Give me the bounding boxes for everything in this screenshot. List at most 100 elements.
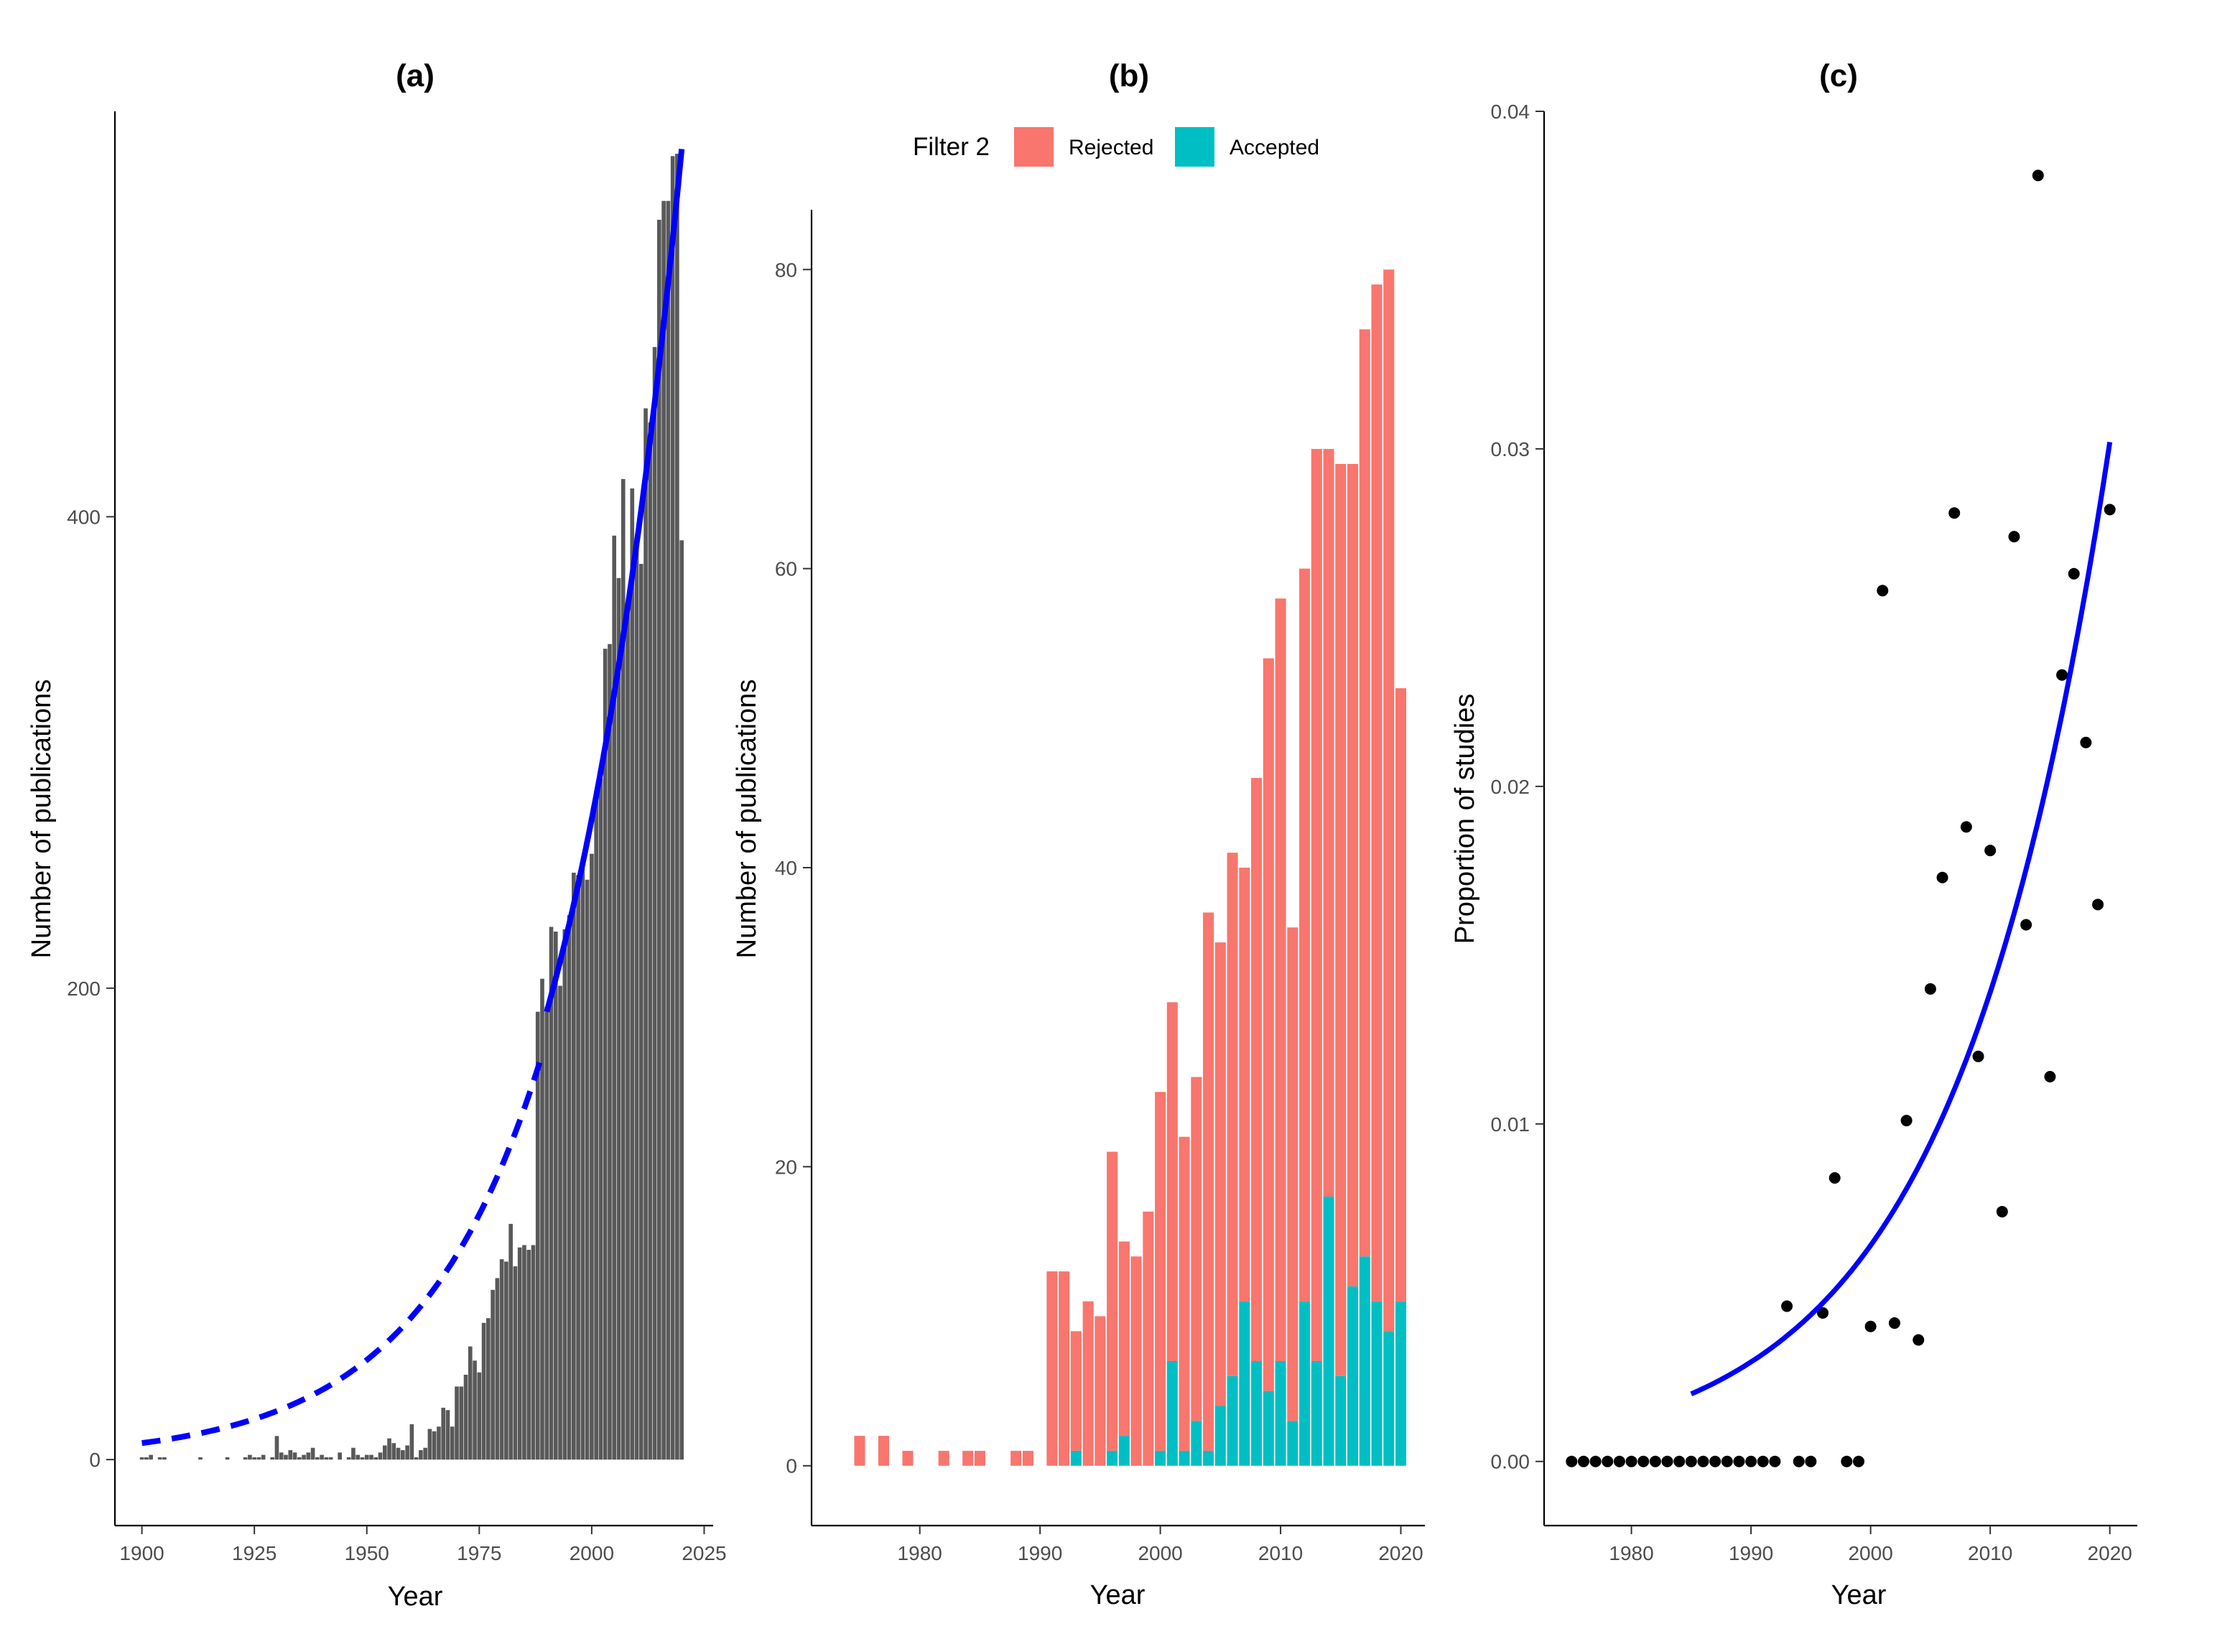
bar-accepted-2002 xyxy=(1179,1450,1190,1466)
bar-1993 xyxy=(558,985,562,1460)
bar-1902 xyxy=(149,1454,153,1460)
point-1992 xyxy=(1769,1455,1781,1467)
panel-b-x-tick-label-2000: 2000 xyxy=(1138,1542,1182,1564)
panel-a-y-tick-label-200: 200 xyxy=(67,978,101,1000)
bar-1972 xyxy=(463,1374,468,1460)
bar-1947 xyxy=(351,1447,356,1460)
bar-rejected-2013 xyxy=(1311,449,1322,1362)
point-2016 xyxy=(2056,669,2068,681)
bar-rejected-2017 xyxy=(1359,329,1370,1257)
bar-rejected-1977 xyxy=(878,1436,890,1466)
panel-c-y-axis-label: Proportion of studies xyxy=(1450,694,1480,945)
bar-rejected-2010 xyxy=(1275,598,1286,1361)
bar-2009 xyxy=(630,488,635,1460)
point-2004 xyxy=(1913,1334,1925,1346)
bar-rejected-2001 xyxy=(1166,1002,1178,1361)
panel-a-fit-curves xyxy=(141,149,685,1447)
bar-1987 xyxy=(531,1245,536,1460)
bar-2011 xyxy=(638,564,643,1460)
bar-1981 xyxy=(504,1261,508,1460)
bar-2015 xyxy=(657,219,661,1460)
bar-1956 xyxy=(391,1443,396,1460)
bar-1992 xyxy=(553,932,558,1460)
bar-1901 xyxy=(144,1457,149,1460)
legend-label-accepted: Accepted xyxy=(1230,136,1319,159)
panel-c-y-tick-label-0-00: 0.00 xyxy=(1491,1451,1530,1473)
bar-1958 xyxy=(401,1449,405,1460)
bar-1968 xyxy=(445,1410,450,1460)
bar-1996 xyxy=(572,872,576,1460)
bar-1974 xyxy=(473,1360,477,1460)
bar-accepted-2018 xyxy=(1371,1301,1383,1466)
panel-a: (a) 1900 1925 1950 1975 2000 2025 0 200 400 Yea… xyxy=(27,58,727,1612)
bar-1965 xyxy=(432,1431,437,1460)
point-1985 xyxy=(1685,1455,1697,1467)
bar-rejected-2018 xyxy=(1371,284,1383,1301)
panel-b-y-tick-label-60: 60 xyxy=(775,558,797,580)
point-2015 xyxy=(2044,1070,2056,1082)
panel-b-x-tick-label-2020: 2020 xyxy=(1378,1542,1423,1564)
bar-1934 xyxy=(292,1452,297,1460)
point-1978 xyxy=(1602,1455,1614,1467)
bar-rejected-2015 xyxy=(1335,463,1347,1376)
point-1979 xyxy=(1613,1455,1625,1467)
bar-1978 xyxy=(491,1289,495,1460)
bar-2006 xyxy=(616,577,621,1460)
panel-c-x-tick-label-2010: 2010 xyxy=(1968,1542,2012,1564)
bar-rejected-1996 xyxy=(1107,1151,1118,1451)
panel-c-fit-curve xyxy=(1690,441,2113,1396)
bar-1900 xyxy=(139,1457,144,1460)
bar-accepted-2012 xyxy=(1299,1301,1311,1466)
bar-1941 xyxy=(324,1457,329,1460)
panel-c-x-tick-label-2020: 2020 xyxy=(2088,1542,2132,1564)
bar-rejected-2000 xyxy=(1155,1092,1166,1451)
bar-1930 xyxy=(274,1436,279,1460)
bar-1954 xyxy=(382,1445,387,1460)
panel-c-x-tick-label-1980: 1980 xyxy=(1609,1542,1653,1564)
bar-rejected-2007 xyxy=(1239,868,1250,1301)
bar-accepted-1997 xyxy=(1118,1436,1130,1466)
point-1999 xyxy=(1852,1455,1864,1467)
bar-rejected-1975 xyxy=(854,1436,865,1466)
bar-rejected-1994 xyxy=(1082,1301,1094,1466)
point-1987 xyxy=(1709,1455,1721,1467)
bar-accepted-2005 xyxy=(1214,1406,1226,1466)
bar-1973 xyxy=(468,1346,473,1460)
point-1996 xyxy=(1817,1307,1829,1319)
bar-1988 xyxy=(535,1011,540,1460)
bar-accepted-2016 xyxy=(1347,1286,1359,1466)
bar-2020 xyxy=(679,540,684,1460)
bar-rejected-2003 xyxy=(1191,1077,1202,1421)
bar-accepted-2004 xyxy=(1203,1450,1214,1466)
point-2017 xyxy=(2068,567,2080,580)
point-1977 xyxy=(1589,1455,1602,1467)
bar-1923 xyxy=(243,1457,248,1460)
bar-rejected-1989 xyxy=(1022,1450,1033,1466)
panel-b-legend: Filter 2 Rejected Accepted xyxy=(913,127,1319,167)
point-2018 xyxy=(2080,736,2092,748)
legend-swatch-accepted xyxy=(1175,127,1214,167)
bar-rejected-2016 xyxy=(1347,463,1359,1286)
bar-1952 xyxy=(373,1457,378,1460)
bar-2001 xyxy=(594,790,598,1460)
bar-rejected-1998 xyxy=(1130,1256,1142,1466)
bar-1995 xyxy=(567,915,572,1460)
bar-rejected-2014 xyxy=(1323,449,1334,1197)
bar-1913 xyxy=(198,1457,203,1460)
bar-rejected-2012 xyxy=(1299,568,1311,1301)
bar-1950 xyxy=(364,1454,369,1460)
bar-1948 xyxy=(356,1454,361,1460)
bar-1977 xyxy=(486,1318,491,1460)
bar-1975 xyxy=(477,1372,482,1460)
bar-accepted-2010 xyxy=(1275,1361,1286,1466)
point-2007 xyxy=(1948,507,1961,519)
bar-accepted-2000 xyxy=(1155,1450,1166,1466)
bar-1979 xyxy=(495,1278,500,1460)
panel-b-x-tick-label-2010: 2010 xyxy=(1258,1542,1303,1564)
bar-accepted-2003 xyxy=(1191,1421,1202,1466)
panel-a-y-tick-label-400: 400 xyxy=(67,506,101,528)
point-1994 xyxy=(1793,1455,1805,1467)
bar-1946 xyxy=(346,1457,351,1460)
bar-2003 xyxy=(603,649,608,1460)
bar-rejected-1985 xyxy=(974,1450,985,1466)
